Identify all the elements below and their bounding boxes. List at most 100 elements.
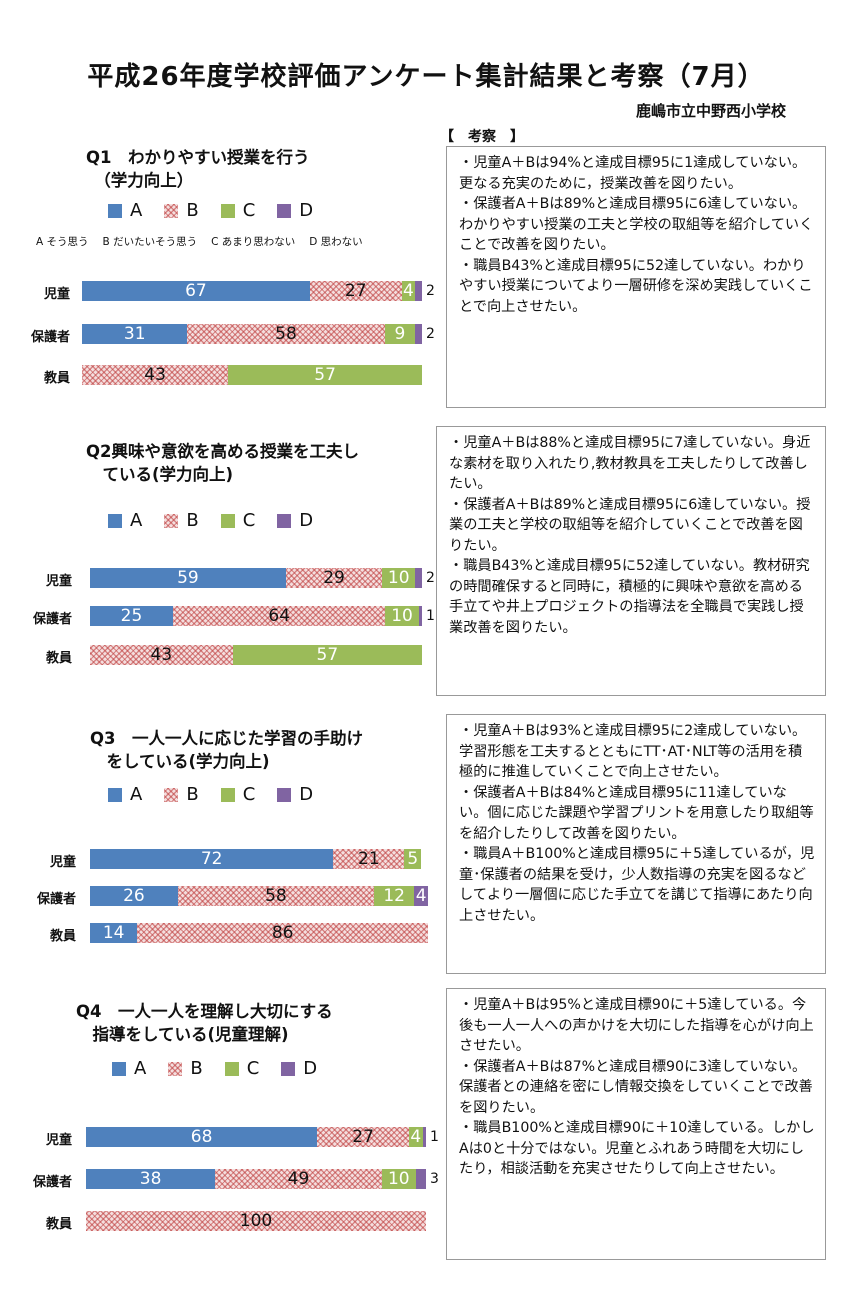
bar-segment-c: 4 <box>408 1127 423 1147</box>
stacked-bar: 26 58 12 4 <box>90 886 428 906</box>
legend-label: D <box>303 1058 318 1079</box>
legend-item: B <box>164 200 199 221</box>
legend-item: B <box>168 1058 203 1079</box>
category-label: 保護者 <box>32 612 72 627</box>
legend-item: C <box>220 784 256 805</box>
legend-item: C <box>220 510 256 531</box>
remarks-box: ・児童A＋Bは93%と達成目標95に2達成していない。学習形態を工夫するとともに… <box>446 714 826 974</box>
bar-segment-c: 9 <box>384 324 416 344</box>
bar-segment-c: 57 <box>228 365 422 385</box>
legend-swatch <box>164 203 179 218</box>
legend-swatch <box>277 203 292 218</box>
bar-segment-b: 21 <box>333 849 405 869</box>
legend-item: A <box>108 510 142 531</box>
legend-item: D <box>277 200 313 221</box>
remarks-text: ・児童A＋Bは94%と達成目標95に1達成していない。更なる充実のために，授業改… <box>459 155 814 315</box>
category-label: 教員 <box>43 371 70 386</box>
data-label: 57 <box>316 645 339 665</box>
scale-note-item: B だいたいそう思う <box>102 236 198 248</box>
bar-segment-a: 14 <box>90 923 138 943</box>
bar-segment-b: 29 <box>285 568 383 588</box>
legend-swatch <box>281 1061 296 1076</box>
legend-swatch <box>277 787 292 802</box>
bar-segment-a: 25 <box>90 606 173 626</box>
data-label: 9 <box>394 324 406 344</box>
question-title-line: （学力向上） <box>86 171 194 191</box>
remarks-box: ・児童A＋Bは95%と達成目標90に＋5達している。今後も一人一人への声かけを大… <box>446 988 826 1260</box>
legend-swatch <box>108 203 122 218</box>
remarks-heading: 【 考察 】 <box>440 129 524 145</box>
bar-segment-b: 49 <box>215 1169 382 1189</box>
question-title-line: Q4 一人一人を理解し大切にする <box>76 1002 333 1021</box>
bar-segment-c: 57 <box>232 645 422 665</box>
data-label: 100 <box>239 1211 273 1231</box>
data-label: 67 <box>185 281 207 301</box>
data-label: 10 <box>387 1169 410 1189</box>
bar-segment-b: 86 <box>137 923 428 943</box>
bar-segment-a: 59 <box>90 568 286 588</box>
legend-item: A <box>108 784 142 805</box>
legend-swatch <box>220 787 235 802</box>
data-label: 10 <box>391 606 413 626</box>
bar-segment-b: 58 <box>177 886 374 906</box>
legend-label: C <box>242 510 256 531</box>
data-label: 27 <box>344 281 367 301</box>
category-label: 児童 <box>43 287 70 302</box>
legend-item: B <box>164 784 199 805</box>
remarks-text: ・児童A＋Bは93%と達成目標95に2達成していない。学習形態を工夫するとともに… <box>459 723 815 924</box>
bar-segment-b: 58 <box>187 324 385 344</box>
category-label: 教員 <box>49 929 76 944</box>
stacked-bar: 100 <box>86 1211 426 1231</box>
legend-swatch <box>164 513 179 528</box>
data-label: 58 <box>275 324 297 344</box>
bar-segment-d <box>415 568 422 588</box>
bar-segment-b: 43 <box>90 645 233 665</box>
data-label: 25 <box>120 606 143 626</box>
data-label: 49 <box>287 1169 310 1189</box>
chart-legend: A B C D <box>108 784 335 805</box>
legend-label: C <box>242 784 256 805</box>
question-title-line: Q3 一人一人に応じた学習の手助け <box>90 729 364 748</box>
data-label: 2 <box>426 570 435 586</box>
legend-label: D <box>299 510 314 531</box>
remarks-box: ・児童A＋Bは88%と達成目標95に7達していない。身近な素材を取り入れたり,教… <box>436 426 826 696</box>
bar-segment-c: 4 <box>401 281 416 301</box>
stacked-bar: 43 57 <box>82 365 422 385</box>
bar-segment-b: 64 <box>173 606 386 626</box>
bar-segment-a: 38 <box>86 1169 216 1189</box>
page-title: 平成26年度学校評価アンケート集計結果と考察（7月） <box>87 62 765 92</box>
bar-segment-a: 31 <box>82 324 188 344</box>
bar-segment-b: 100 <box>86 1211 426 1231</box>
legend-swatch <box>277 513 292 528</box>
chart-legend: A B C D <box>108 510 335 531</box>
data-label: 43 <box>150 645 173 665</box>
bar-segment-c: 10 <box>381 1169 416 1189</box>
bar-segment-b: 43 <box>82 365 229 385</box>
bar-segment-c: 10 <box>385 606 419 626</box>
legend-swatch <box>164 787 179 802</box>
legend-swatch <box>108 787 122 802</box>
legend-label: C <box>246 1058 260 1079</box>
question-title-line: Q2興味や意欲を高める授業を工夫し <box>86 442 360 461</box>
data-label: 10 <box>387 568 410 588</box>
scale-note-item: D 思わない <box>309 236 363 248</box>
data-label: 2 <box>426 326 435 342</box>
data-label: 31 <box>123 324 146 344</box>
category-label: 教員 <box>45 1217 72 1232</box>
data-label: 14 <box>102 923 125 943</box>
question-title-line: 指導をしている(児童理解) <box>76 1025 289 1045</box>
legend-label: C <box>242 200 256 221</box>
legend-swatch <box>220 203 235 218</box>
data-label: 1 <box>426 608 435 624</box>
scale-note-item: C あまり思わない <box>211 236 296 248</box>
data-label: 21 <box>358 849 380 869</box>
data-label: 43 <box>144 365 166 385</box>
data-label: 58 <box>265 886 287 906</box>
legend-item: A <box>112 1058 146 1079</box>
legend-item: D <box>281 1058 317 1079</box>
stacked-bar: 72 21 5 <box>90 849 428 869</box>
stacked-bar: 38 49 10 <box>86 1169 426 1189</box>
remarks-text: ・児童A＋Bは88%と達成目標95に7達していない。身近な素材を取り入れたり,教… <box>449 435 811 636</box>
legend-item: A <box>108 200 142 221</box>
legend-item: D <box>277 784 313 805</box>
